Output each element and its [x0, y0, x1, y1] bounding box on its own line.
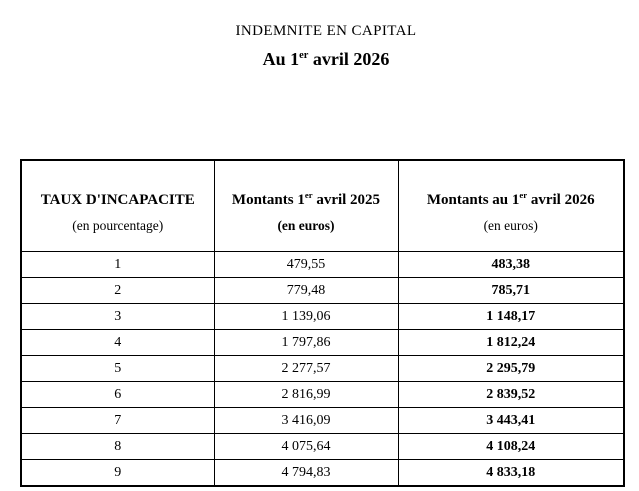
taux-cell: 2 [20, 277, 215, 304]
amount-2025-cell: 1 139,06 [213, 303, 399, 330]
column-header-2026-subtitle: (en euros) [483, 218, 538, 233]
column-header-montants-2025: Montants 1er avril 2025 (en euros) [213, 159, 399, 252]
taux-cell: 6 [20, 381, 215, 408]
amount-2026-cell: 2 839,52 [397, 381, 625, 408]
header-2025-suffix: avril 2025 [312, 192, 381, 208]
header-2026-superscript: er [519, 190, 528, 200]
taux-cell: 1 [20, 251, 215, 278]
table-row: 2 779,48 785,71 [20, 277, 625, 304]
table-row: 9 4 794,83 4 833,18 [20, 459, 625, 487]
table-row: 4 1 797,86 1 812,24 [20, 329, 625, 356]
amount-2025-cell: 4 075,64 [213, 433, 399, 460]
taux-cell: 8 [20, 433, 215, 460]
amount-2025-cell: 2 816,99 [213, 381, 399, 408]
header-2025-prefix: Montants 1 [231, 192, 305, 208]
subtitle-text-prefix: Au 1 [262, 49, 300, 69]
table-row: 6 2 816,99 2 839,52 [20, 381, 625, 408]
taux-cell: 3 [20, 303, 215, 330]
amount-2026-cell: 483,38 [397, 251, 625, 278]
amount-2026-cell: 4 833,18 [397, 459, 625, 487]
amount-2026-cell: 2 295,79 [397, 355, 625, 382]
taux-cell: 9 [20, 459, 215, 487]
amount-2025-cell: 4 794,83 [213, 459, 399, 487]
column-header-taux-incapacite: TAUX D'INCAPACITE (en pourcentage) [20, 159, 215, 252]
table-row: 1 479,55 483,38 [20, 251, 625, 278]
amount-2026-cell: 1 148,17 [397, 303, 625, 330]
document-title: INDEMNITE EN CAPITAL [235, 23, 417, 39]
amount-2026-cell: 785,71 [397, 277, 625, 304]
indemnity-capital-table: TAUX D'INCAPACITE (en pourcentage) Monta… [20, 159, 625, 487]
amount-2025-cell: 3 416,09 [213, 407, 399, 434]
table-row: 5 2 277,57 2 295,79 [20, 355, 625, 382]
subtitle-superscript: er [299, 50, 309, 61]
taux-cell: 5 [20, 355, 215, 382]
column-header-2025-title: Montants 1er avril 2025 [215, 190, 397, 209]
amount-2026-cell: 1 812,24 [397, 329, 625, 356]
amount-2026-cell: 3 443,41 [397, 407, 625, 434]
header-row: TAUX D'INCAPACITE (en pourcentage) Monta… [20, 159, 625, 252]
column-header-2025-subtitle: (en euros) [277, 218, 335, 233]
column-header-taux-title: TAUX D'INCAPACITE [40, 192, 195, 208]
table-row: 8 4 075,64 4 108,24 [20, 433, 625, 460]
amount-2025-cell: 779,48 [213, 277, 399, 304]
amount-2025-cell: 479,55 [213, 251, 399, 278]
column-header-taux-subtitle: (en pourcentage) [72, 218, 164, 233]
table-row: 3 1 139,06 1 148,17 [20, 303, 625, 330]
column-header-montants-2026: Montants au 1er avril 2026 (en euros) [397, 159, 625, 252]
table-row: 7 3 416,09 3 443,41 [20, 407, 625, 434]
taux-cell: 7 [20, 407, 215, 434]
header-2026-prefix: Montants au 1 [426, 192, 520, 208]
header-2025-superscript: er [304, 190, 313, 200]
subtitle-text-suffix: avril 2026 [308, 49, 390, 69]
amount-2026-cell: 4 108,24 [397, 433, 625, 460]
amount-2025-cell: 2 277,57 [213, 355, 399, 382]
column-header-2026-title: Montants au 1er avril 2026 [399, 190, 623, 209]
amount-2025-cell: 1 797,86 [213, 329, 399, 356]
taux-cell: 4 [20, 329, 215, 356]
document-subtitle: Au 1er avril 2026 [13, 49, 639, 70]
header-2026-suffix: avril 2026 [527, 192, 595, 208]
